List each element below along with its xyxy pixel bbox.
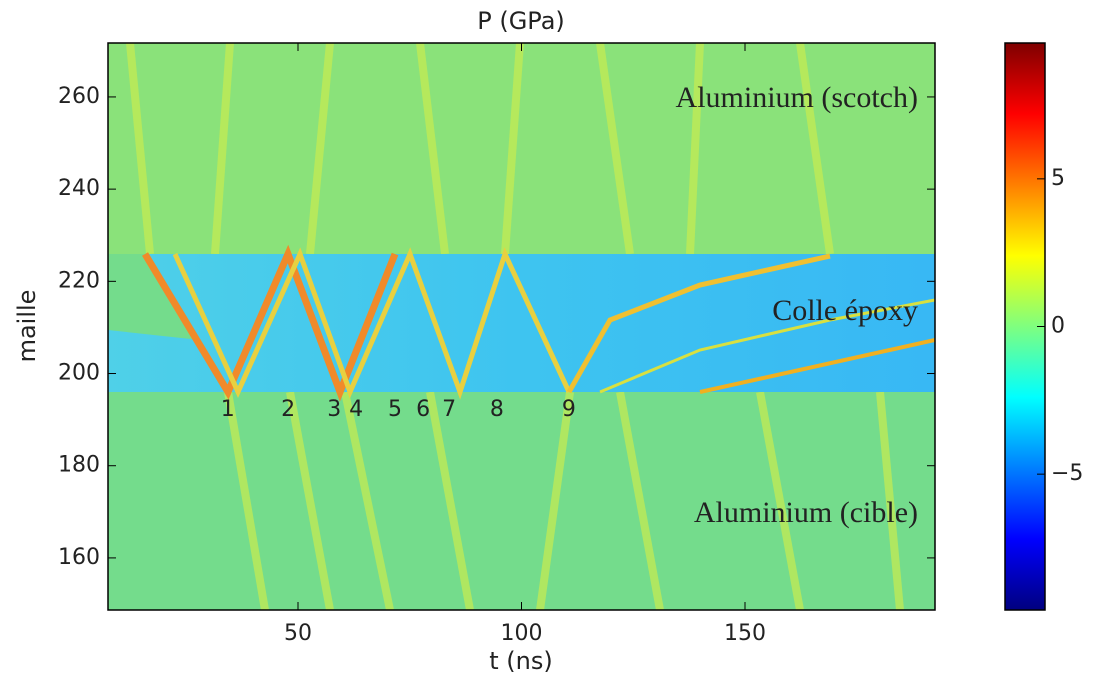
x-axis-label: t (ns) [489, 647, 552, 675]
annotation: Aluminium (scotch) [676, 81, 918, 114]
annotation: Aluminium (cible) [694, 496, 918, 529]
annotation: Colle époxy [772, 294, 918, 327]
x-tick-label: 50 [284, 621, 312, 646]
y-tick-label: 180 [58, 453, 100, 478]
colorbar-tick-label: −5 [1051, 461, 1083, 486]
y-tick-label: 240 [58, 176, 100, 201]
annotation: 2 [281, 397, 295, 422]
annotation: 9 [562, 397, 576, 422]
annotation: 3 [327, 397, 341, 422]
annotation: 6 [416, 397, 430, 422]
heatmap-field [108, 43, 935, 610]
annotation: 4 [349, 397, 363, 422]
colorbar-tick-label: 5 [1051, 166, 1065, 191]
chart-title: P (GPa) [477, 7, 565, 35]
annotation: 8 [490, 397, 504, 422]
y-tick-label: 220 [58, 268, 100, 293]
annotation: 7 [442, 397, 456, 422]
annotation: 1 [221, 397, 235, 422]
annotation: 5 [388, 397, 402, 422]
y-tick-label: 200 [58, 361, 100, 386]
colorbar-tick-label: 0 [1051, 314, 1065, 339]
x-tick-label: 100 [501, 621, 543, 646]
y-tick-label: 260 [58, 84, 100, 109]
x-tick-label: 150 [724, 621, 766, 646]
y-axis-label: maille [13, 290, 41, 363]
y-tick-label: 160 [58, 545, 100, 570]
